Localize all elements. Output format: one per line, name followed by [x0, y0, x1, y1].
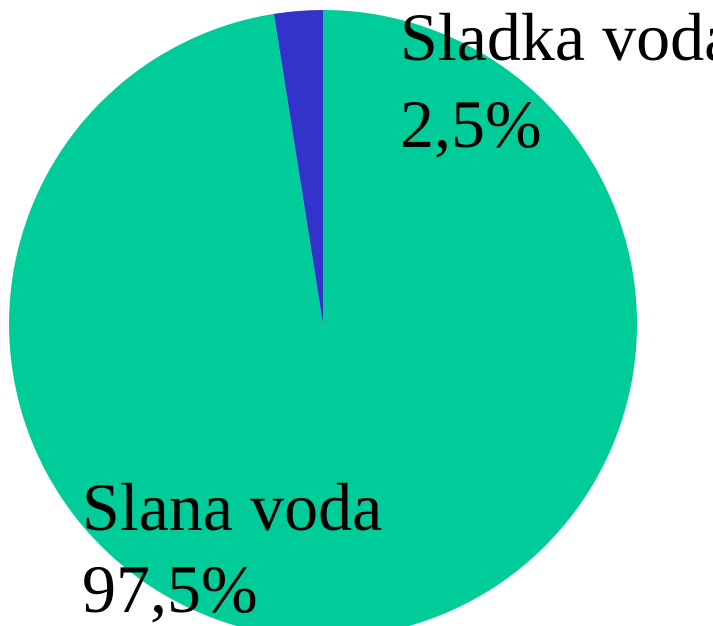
- slice-label-slana-voda: Slana voda 97,5%: [82, 469, 382, 626]
- pie-slice-sladka-voda: [273, 10, 323, 324]
- pie-slices: [9, 10, 637, 626]
- slice-label-name: Slana voda: [82, 469, 382, 545]
- slice-label-name: Sladka voda: [400, 0, 713, 75]
- slice-label-value: 2,5%: [400, 86, 542, 162]
- slice-label-sladka-voda: Sladka voda 2,5%: [400, 0, 713, 162]
- slice-label-value: 97,5%: [82, 551, 258, 626]
- pie-slice-slana-voda: [9, 10, 637, 626]
